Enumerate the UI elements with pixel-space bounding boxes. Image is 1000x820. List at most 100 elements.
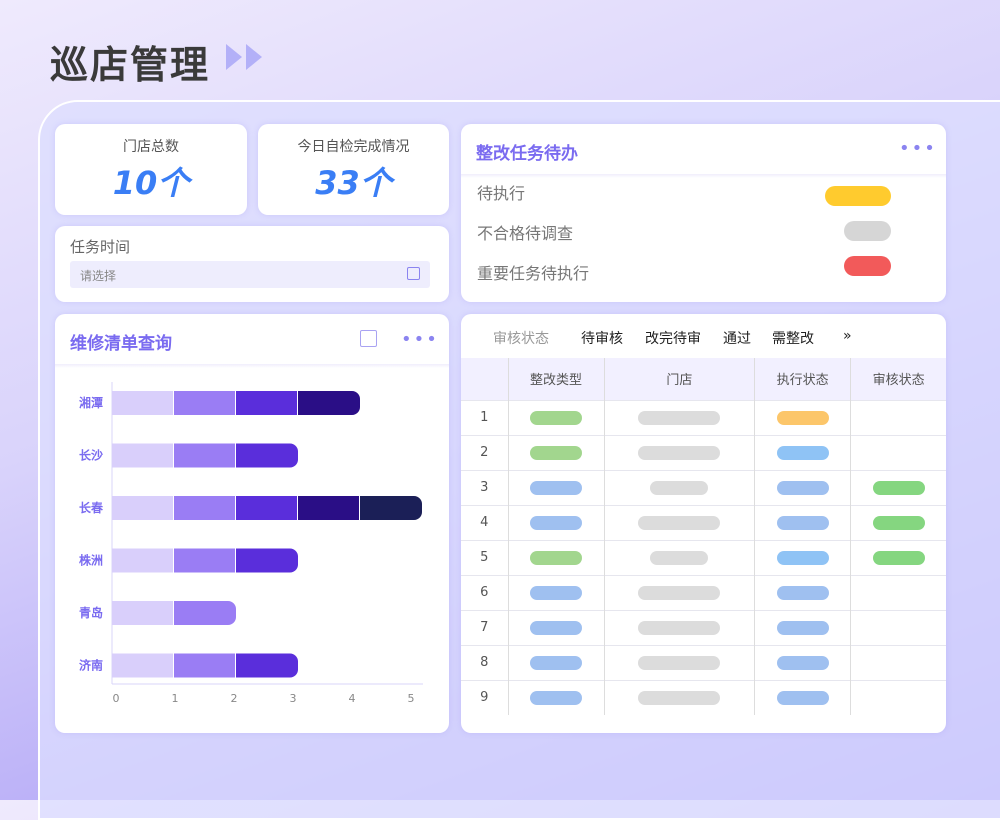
table-cell xyxy=(603,469,755,505)
row-number: 6 xyxy=(461,574,508,610)
row-number: 3 xyxy=(461,469,508,505)
table-row[interactable]: 4 xyxy=(461,504,946,540)
table-cell xyxy=(603,679,755,715)
page-title: 巡店管理 xyxy=(50,43,211,87)
status-pill xyxy=(638,690,721,705)
tab-needs-fix[interactable]: 需整改 xyxy=(772,331,814,347)
table-cell xyxy=(850,434,946,470)
todo-item[interactable]: 不合格待调查 xyxy=(477,224,574,243)
column-header: 审核状态 xyxy=(850,358,946,400)
bar-长春[interactable] xyxy=(112,496,422,520)
stat-value: 10个 xyxy=(112,164,190,202)
bar-segment xyxy=(298,391,360,415)
table-row[interactable]: 6 xyxy=(461,574,946,610)
bar-segment xyxy=(112,391,173,415)
more-icon[interactable]: ••• xyxy=(401,329,439,350)
table-cell xyxy=(754,504,851,540)
tab-passed[interactable]: 通过 xyxy=(723,331,751,347)
status-pill xyxy=(776,620,829,635)
todo-card: 整改任务待办 ••• 待执行 不合格待调查 重要任务待执行 xyxy=(461,124,946,302)
y-tick-label: 株洲 xyxy=(79,553,103,568)
bar-segment xyxy=(174,548,235,573)
status-pill xyxy=(638,620,721,635)
table-cell xyxy=(850,399,946,435)
y-tick-label: 湘潭 xyxy=(79,395,103,410)
more-tabs-button[interactable]: » xyxy=(843,328,852,344)
table-cell xyxy=(507,539,605,575)
status-pill xyxy=(638,585,721,600)
repair-title: 维修清单查询 xyxy=(70,334,172,354)
status-pill xyxy=(530,620,583,635)
column-header: 整改类型 xyxy=(507,358,605,400)
bar-湘潭[interactable] xyxy=(112,391,360,415)
column-header: 执行状态 xyxy=(754,358,851,400)
bar-segment xyxy=(236,391,297,415)
table-row[interactable]: 2 xyxy=(461,434,946,470)
y-tick-label: 济南 xyxy=(79,658,103,673)
table-cell xyxy=(754,434,851,470)
bar-青岛[interactable] xyxy=(112,601,236,625)
table-row[interactable]: 9 xyxy=(461,679,946,715)
table-cell xyxy=(507,574,605,610)
review-card: 审核状态 待审核 改完待审 通过 需整改 » 整改类型 门店 执行状态 审核状态… xyxy=(461,314,946,733)
bar-济南[interactable] xyxy=(112,653,298,678)
bar-长沙[interactable] xyxy=(112,443,298,468)
todo-item[interactable]: 重要任务待执行 xyxy=(477,264,590,283)
stat-value: 33个 xyxy=(315,164,392,202)
table-cell xyxy=(507,469,605,505)
table-row[interactable]: 3 xyxy=(461,469,946,505)
status-pill xyxy=(776,410,829,425)
status-pill xyxy=(530,515,583,530)
table-cell xyxy=(603,539,755,575)
bar-segment xyxy=(174,601,236,625)
date-picker-input[interactable]: 请选择 xyxy=(70,261,430,288)
bar-segment xyxy=(174,496,235,520)
y-tick-label: 长春 xyxy=(79,500,104,515)
more-icon[interactable]: ••• xyxy=(899,138,937,159)
status-pill xyxy=(530,480,583,495)
status-pill xyxy=(530,550,583,565)
table-row[interactable]: 1 xyxy=(461,399,946,435)
forward-arrows-icon xyxy=(226,44,262,70)
filter-label: 审核状态 xyxy=(493,331,549,347)
status-pill xyxy=(872,480,925,495)
table-cell xyxy=(850,539,946,575)
x-tick-label: 0 xyxy=(113,692,120,705)
tab-fixed-pending[interactable]: 改完待审 xyxy=(645,331,701,347)
table-row[interactable]: 8 xyxy=(461,644,946,680)
table-cell xyxy=(507,644,605,680)
table-cell xyxy=(507,434,605,470)
row-number: 8 xyxy=(461,644,508,680)
bar-株洲[interactable] xyxy=(112,548,298,573)
table-row[interactable]: 7 xyxy=(461,609,946,645)
y-tick-label: 长沙 xyxy=(79,448,103,463)
bar-segment xyxy=(360,496,422,520)
table-row[interactable]: 5 xyxy=(461,539,946,575)
x-tick-label: 2 xyxy=(231,692,238,705)
bar-segment xyxy=(174,391,235,415)
bar-segment xyxy=(112,548,173,573)
bar-segment xyxy=(236,653,298,678)
status-pill xyxy=(530,445,583,460)
status-pill xyxy=(776,480,829,495)
table-cell xyxy=(603,434,755,470)
todo-item[interactable]: 待执行 xyxy=(477,184,526,203)
table-cell xyxy=(754,539,851,575)
table-cell xyxy=(850,644,946,680)
task-time-card: 任务时间 请选择 xyxy=(55,226,449,302)
status-pill xyxy=(530,655,583,670)
column-header: 门店 xyxy=(603,358,755,400)
status-pill xyxy=(776,550,829,565)
bar-segment xyxy=(236,443,298,468)
x-tick-label: 4 xyxy=(349,692,356,705)
export-icon[interactable] xyxy=(360,330,377,347)
calendar-icon[interactable] xyxy=(407,267,420,280)
status-pill xyxy=(776,445,829,460)
bar-segment xyxy=(112,496,173,520)
tab-pending[interactable]: 待审核 xyxy=(581,331,623,347)
status-pill xyxy=(638,445,721,460)
status-pill xyxy=(776,690,829,705)
row-number: 2 xyxy=(461,434,508,470)
table-cell xyxy=(507,504,605,540)
self-check-card: 今日自检完成情况 33个 xyxy=(258,124,449,215)
